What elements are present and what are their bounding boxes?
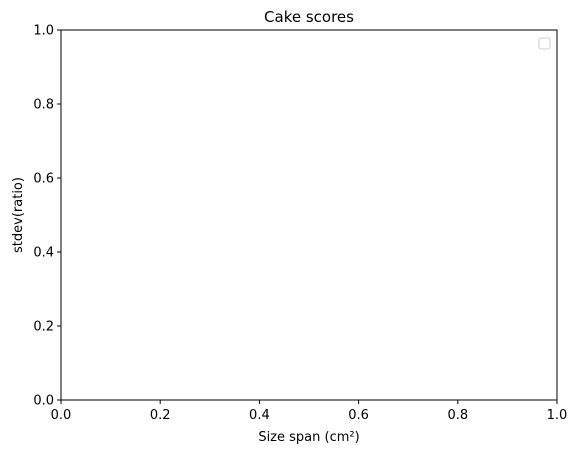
y-tick-label: 1.0 — [33, 24, 54, 39]
x-tick-label: 1.0 — [547, 408, 568, 423]
y-axis-label: stdev(ratio) — [11, 177, 26, 253]
y-tick-label: 0.8 — [33, 98, 54, 113]
x-tick-label: 0.2 — [150, 408, 171, 423]
plot-area — [60, 29, 558, 401]
x-tick-label: 0.6 — [348, 408, 369, 423]
chart-title: Cake scores — [264, 8, 354, 26]
y-tick-label: 0.0 — [33, 394, 54, 409]
x-tick-label: 0.0 — [51, 408, 72, 423]
x-axis-ticks: 0.0 0.2 0.4 0.6 0.8 1.0 — [51, 400, 568, 423]
y-tick-label: 0.6 — [33, 172, 54, 187]
y-tick-label: 0.2 — [33, 320, 54, 335]
y-axis-ticks: 0.0 0.2 0.4 0.6 0.8 1.0 — [33, 24, 61, 409]
legend-box — [538, 37, 551, 50]
x-axis-label: Size span (cm²) — [258, 430, 359, 445]
x-tick-label: 0.4 — [249, 408, 270, 423]
y-tick-label: 0.4 — [33, 246, 54, 261]
x-tick-label: 0.8 — [447, 408, 468, 423]
